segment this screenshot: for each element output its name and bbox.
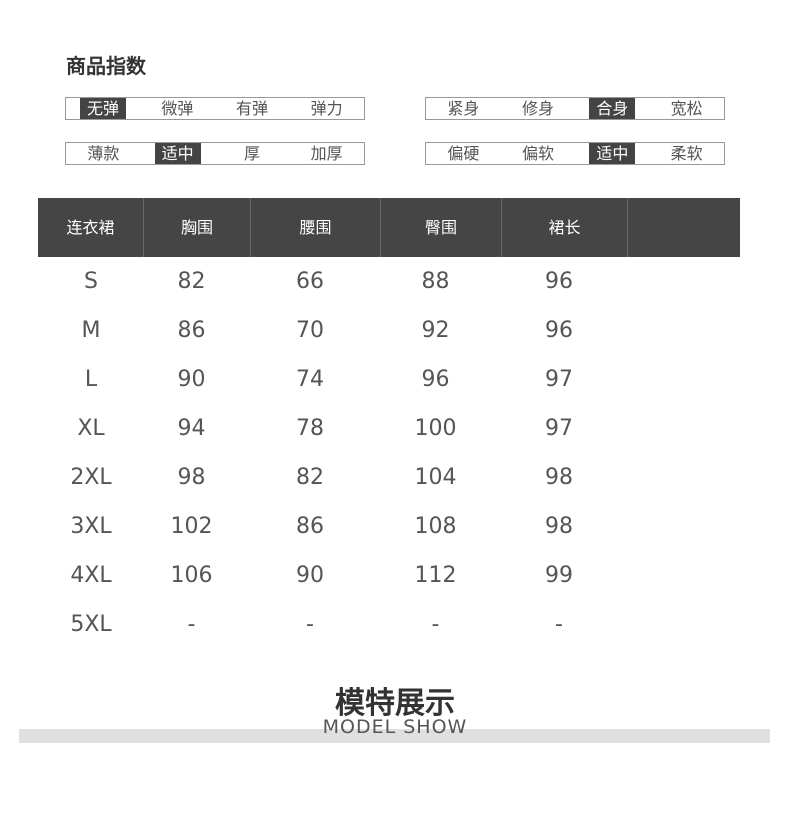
table-cell: 112	[414, 563, 457, 588]
index-option-selected: 适中	[154, 143, 201, 164]
table-cell: 70	[296, 318, 324, 343]
index-option-selected: 合身	[589, 98, 636, 119]
column-header: 裙长	[502, 198, 628, 257]
index-option: 修身	[522, 99, 555, 118]
index-option: 紧身	[447, 99, 480, 118]
table-cell: 96	[545, 269, 573, 294]
table-row: 2XL 98 82 104 98	[38, 453, 740, 502]
table-cell: 74	[296, 367, 324, 392]
table-cell: 78	[296, 416, 324, 441]
table-cell: 108	[414, 514, 457, 539]
table-row: L 90 74 96 97	[38, 355, 740, 404]
size-label: 5XL	[70, 612, 112, 637]
index-option: 薄款	[87, 144, 120, 163]
table-row: 5XL - - - -	[38, 600, 740, 649]
table-cell: 88	[421, 269, 450, 294]
table-cell: 90	[177, 367, 206, 392]
table-cell: 100	[414, 416, 457, 441]
size-label: L	[84, 367, 98, 392]
table-cell: 97	[545, 416, 573, 441]
size-label: 4XL	[70, 563, 112, 588]
size-label: XL	[77, 416, 105, 441]
table-cell: 104	[414, 465, 457, 490]
table-cell: -	[555, 612, 563, 637]
index-scale: 薄款 适中 厚 加厚	[65, 142, 365, 165]
table-cell: 92	[421, 318, 450, 343]
index-option: 宽松	[670, 99, 703, 118]
table-cell: 96	[545, 318, 573, 343]
model-show-title: 模特展示	[335, 686, 455, 721]
index-option: 有弹	[236, 99, 269, 118]
table-row: M 86 70 92 96	[38, 306, 740, 355]
index-option: 微弹	[161, 99, 194, 118]
table-cell: 99	[545, 563, 573, 588]
table-cell: 86	[296, 514, 324, 539]
table-row: 3XL 102 86 108 98	[38, 502, 740, 551]
table-cell: 94	[177, 416, 206, 441]
table-cell: -	[431, 612, 440, 637]
column-header: 连衣裙	[38, 198, 144, 257]
index-scale: 偏硬 偏软 适中 柔软	[425, 142, 725, 165]
table-row: 4XL 106 90 112 99	[38, 551, 740, 600]
model-show-subtitle: MODEL SHOW	[322, 716, 468, 738]
column-header: 腰围	[251, 198, 381, 257]
section-title: 商品指数	[66, 54, 146, 78]
column-header: 臀围	[381, 198, 502, 257]
index-option: 弹力	[310, 99, 343, 118]
column-header	[628, 198, 740, 257]
table-row: S 82 66 88 96	[38, 257, 740, 306]
index-option: 加厚	[310, 144, 343, 163]
table-cell: 98	[545, 514, 573, 539]
size-label: S	[84, 269, 98, 294]
table-cell: -	[306, 612, 314, 637]
index-option: 厚	[244, 144, 261, 163]
table-cell: 96	[421, 367, 450, 392]
size-label: 2XL	[70, 465, 112, 490]
table-cell: 97	[545, 367, 573, 392]
index-scale: 无弹 微弹 有弹 弹力	[65, 97, 365, 120]
index-scale: 紧身 修身 合身 宽松	[425, 97, 725, 120]
index-option: 偏软	[522, 144, 555, 163]
table-cell: 86	[177, 318, 206, 343]
index-option-selected: 适中	[589, 143, 636, 164]
size-label: 3XL	[70, 514, 112, 539]
table-row: XL 94 78 100 97	[38, 404, 740, 453]
size-table-header: 连衣裙 胸围 腰围 臀围 裙长	[38, 198, 740, 257]
size-label: M	[81, 318, 101, 343]
index-option: 柔软	[670, 144, 703, 163]
table-cell: -	[187, 612, 196, 637]
table-cell: 66	[296, 269, 324, 294]
table-cell: 98	[177, 465, 206, 490]
table-cell: 90	[296, 563, 324, 588]
divider-bar	[19, 729, 770, 743]
table-cell: 82	[177, 269, 206, 294]
table-cell: 106	[170, 563, 213, 588]
table-cell: 82	[296, 465, 324, 490]
column-header: 胸围	[144, 198, 251, 257]
index-option-selected: 无弹	[80, 98, 126, 119]
index-option: 偏硬	[447, 144, 480, 163]
table-cell: 102	[170, 514, 213, 539]
table-cell: 98	[545, 465, 573, 490]
